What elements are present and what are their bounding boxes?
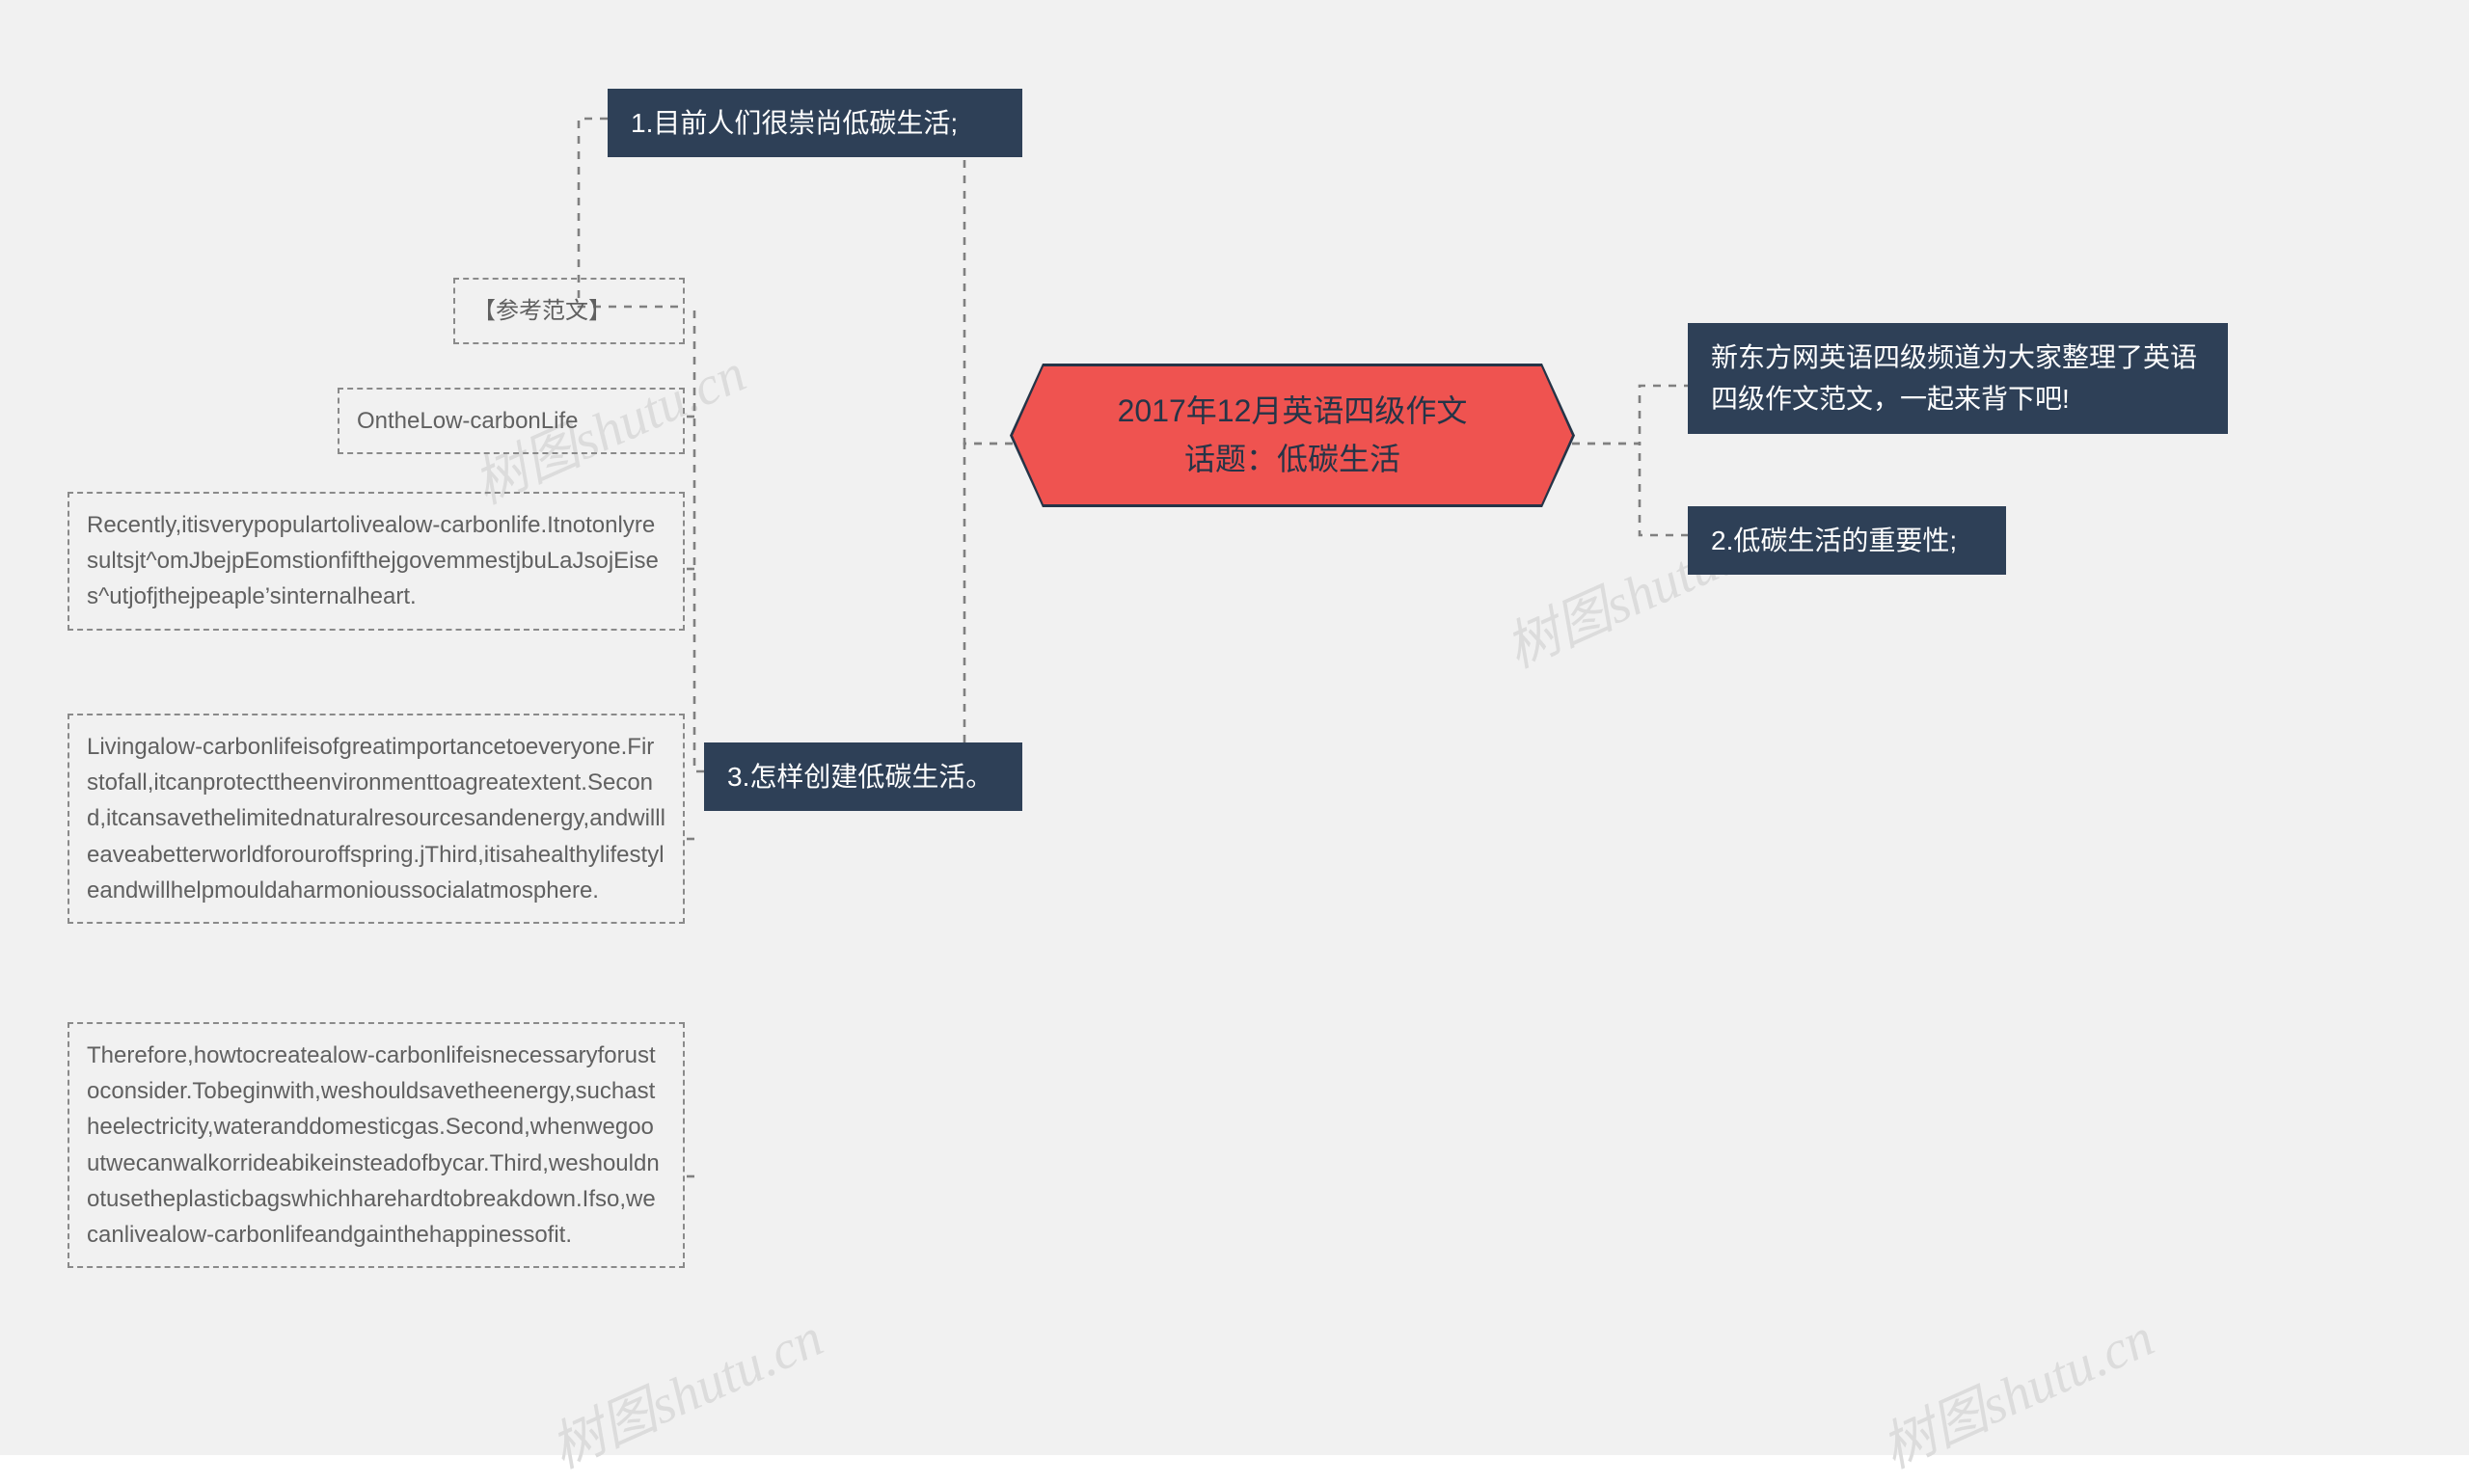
center-node-border: 2017年12月英语四级作文话题：低碳生活 bbox=[1010, 364, 1575, 507]
center-node-line: 2017年12月英语四级作文 bbox=[1049, 388, 1535, 436]
leaf-node-lf1[interactable]: OntheLow-carbonLife bbox=[338, 388, 685, 454]
center-node[interactable]: 2017年12月英语四级作文话题：低碳生活 bbox=[1013, 366, 1572, 504]
leaf-node-lf4[interactable]: Therefore,howtocreatealow-carbonlifeisne… bbox=[68, 1022, 685, 1268]
center-node-line: 话题：低碳生活 bbox=[1049, 436, 1535, 484]
branch-node-r1[interactable]: 2.低碳生活的重要性; bbox=[1688, 506, 2006, 575]
branch-node-l1[interactable]: 1.目前人们很崇尚低碳生活; bbox=[608, 89, 1022, 157]
leaf-node-lf0[interactable]: 【参考范文】 bbox=[453, 278, 685, 344]
watermark: 树图shutu.cn bbox=[1868, 1294, 2164, 1483]
leaf-node-lf2[interactable]: Recently,itisverypopulartolivealow-carbo… bbox=[68, 492, 685, 631]
mindmap-canvas: 树图shutu.cn树图shutu.cn树图shutu.cn树图shutu.cn… bbox=[0, 0, 2469, 1455]
watermark: 树图shutu.cn bbox=[537, 1294, 833, 1483]
branch-node-l3[interactable]: 3.怎样创建低碳生活。 bbox=[704, 742, 1022, 811]
leaf-node-lf3[interactable]: Livingalow-carbonlifeisofgreatimportance… bbox=[68, 714, 685, 924]
branch-node-r0[interactable]: 新东方网英语四级频道为大家整理了英语四级作文范文，一起来背下吧! bbox=[1688, 323, 2228, 434]
